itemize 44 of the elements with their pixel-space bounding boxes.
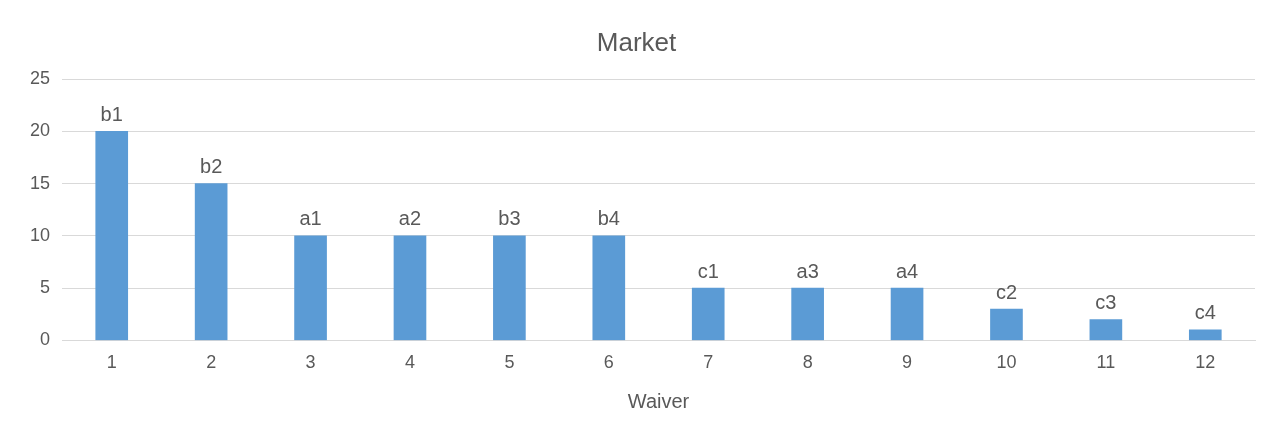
x-axis-title: Waiver	[627, 389, 690, 412]
data-label: a4	[895, 259, 919, 282]
x-tick-label: 8	[802, 352, 813, 373]
x-tick-label: 12	[1195, 352, 1216, 373]
bar	[393, 235, 427, 341]
y-tick-label: 10	[29, 224, 51, 245]
y-tick-label: 5	[40, 277, 51, 298]
y-tick-label: 25	[29, 68, 51, 89]
data-label: a3	[796, 259, 819, 282]
bar	[194, 183, 228, 341]
bar	[95, 131, 129, 341]
data-label: b1	[100, 102, 123, 125]
bar	[294, 235, 327, 341]
y-tick-label: 0	[40, 329, 51, 350]
bar	[493, 235, 526, 341]
x-tick-label: 1	[106, 352, 117, 373]
data-label: b2	[200, 155, 223, 178]
bar	[1188, 329, 1222, 341]
data-label: c2	[995, 280, 1018, 303]
data-label: c1	[697, 259, 719, 282]
chart-title: Market	[596, 26, 677, 57]
x-tick-label: 2	[206, 352, 217, 373]
x-tick-label: 5	[504, 352, 515, 373]
data-label: a2	[398, 207, 422, 230]
bar	[691, 287, 725, 341]
data-label: a1	[299, 207, 322, 230]
data-label: b3	[498, 207, 521, 230]
x-tick-label: 9	[902, 352, 913, 373]
x-tick-label: 10	[996, 352, 1017, 373]
data-label: b4	[597, 207, 620, 230]
bar	[990, 308, 1023, 341]
data-label: c3	[1095, 291, 1117, 314]
bar	[592, 235, 626, 341]
bar	[1089, 319, 1123, 341]
y-tick-label: 20	[29, 120, 51, 141]
x-tick-label: 4	[404, 352, 415, 373]
x-tick-label: 6	[603, 352, 614, 373]
y-tick-label: 15	[29, 172, 51, 193]
bar	[890, 287, 924, 341]
data-label: c4	[1194, 301, 1216, 324]
x-tick-label: 11	[1096, 352, 1116, 373]
x-tick-label: 7	[703, 352, 714, 373]
x-tick-label: 3	[305, 352, 316, 373]
bar	[791, 287, 824, 341]
